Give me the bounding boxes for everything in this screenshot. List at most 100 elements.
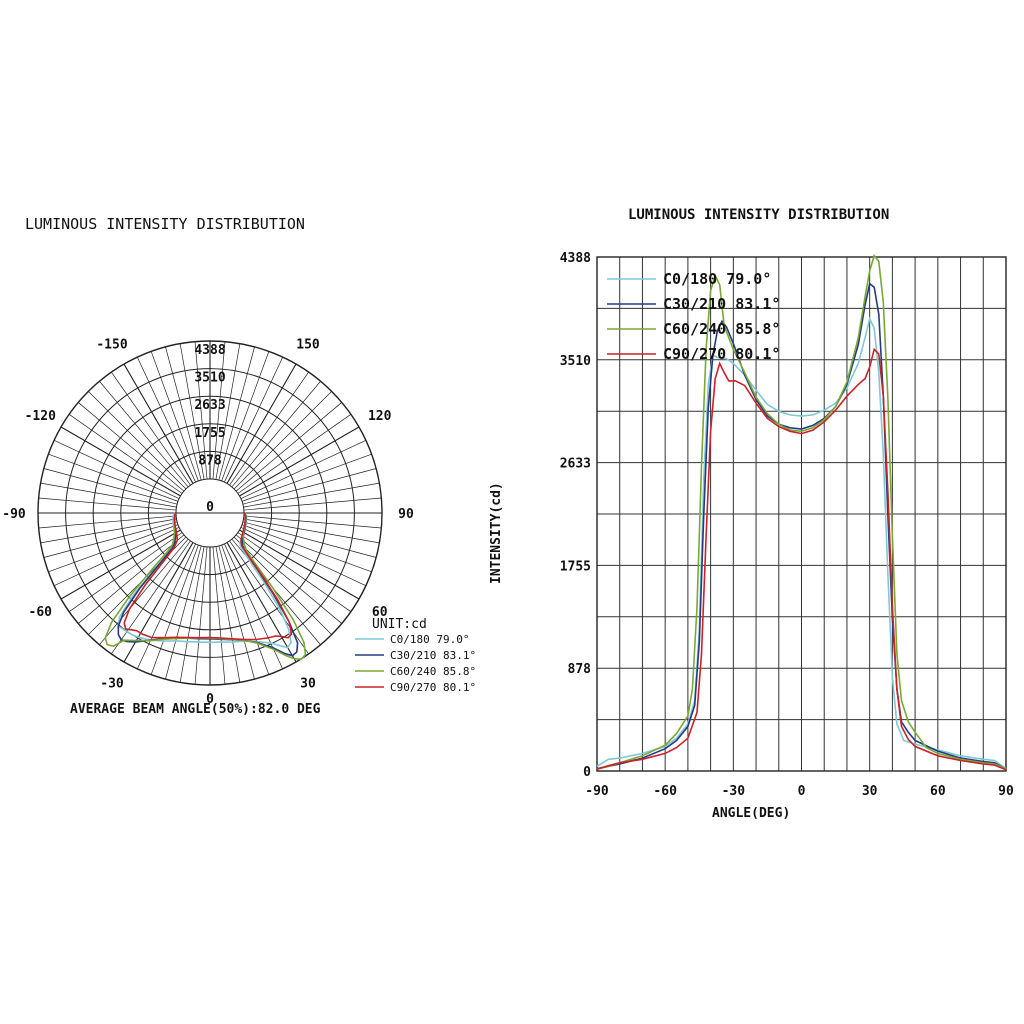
- polar-ring-label: 878: [198, 453, 222, 468]
- polar-spoke: [43, 468, 178, 505]
- polar-spoke: [243, 515, 382, 529]
- polar-spoke: [78, 534, 185, 624]
- y-tick-label: 4388: [560, 251, 591, 266]
- x-tick-label: 90: [998, 784, 1014, 799]
- line-legend-label: C0/180 79.0°: [663, 270, 771, 288]
- y-axis-label: INTENSITY(cd): [489, 482, 504, 584]
- y-tick-labels: 0 878 1755 2633 3510 4388: [560, 251, 591, 780]
- polar-spoke: [179, 546, 205, 683]
- polar-spoke: [218, 545, 255, 680]
- polar-spoke: [226, 363, 297, 484]
- line-chart-title: LUMINOUS INTENSITY DISTRIBUTION: [628, 207, 889, 223]
- polar-spoke: [243, 497, 382, 511]
- polar-spoke: [43, 521, 178, 558]
- line-chart: LUMINOUS INTENSITY DISTRIBUTION 0 878 1755…: [489, 207, 1014, 821]
- polar-spoke: [123, 363, 194, 484]
- polar-ring-label: 2633: [194, 398, 225, 413]
- polar-spoke: [231, 381, 321, 488]
- polar-spoke: [240, 439, 367, 499]
- plot-frame: [596, 256, 1007, 772]
- polar-spoke: [221, 544, 270, 675]
- cartesian-grid: [596, 256, 1007, 772]
- polar-spoke: [111, 540, 191, 655]
- polar-angle-label: 30: [300, 677, 316, 692]
- polar-spoke: [240, 527, 367, 587]
- x-tick-label: 60: [930, 784, 946, 799]
- polar-legend: C0/180 79.0° C30/210 83.1° C60/240 85.8° C9…: [355, 633, 476, 694]
- polar-angle-label: 60: [372, 605, 388, 620]
- polar-spoke: [68, 414, 183, 494]
- y-tick-label: 0: [583, 765, 591, 780]
- polar-series-4: [123, 512, 293, 641]
- polar-spoke: [237, 532, 352, 612]
- polar-spoke: [111, 371, 191, 486]
- polar-curves: [104, 512, 307, 661]
- polar-legend-label: C30/210 83.1°: [390, 649, 476, 662]
- line-legend-label: C60/240 85.8°: [663, 320, 780, 338]
- polar-angle-label: -90: [2, 507, 26, 522]
- polar-spoke: [48, 524, 179, 573]
- polar-spoke: [136, 356, 196, 483]
- polar-angle-label: -120: [25, 409, 56, 424]
- polar-spoke: [165, 346, 202, 481]
- unit-label: UNIT:cd: [372, 617, 427, 632]
- polar-spoke: [99, 381, 189, 488]
- cartesian-legend: C0/180 79.0° C30/210 83.1° C60/240 85.8° C9…: [607, 270, 780, 363]
- polar-spoke: [215, 546, 241, 683]
- polar-spoke: [212, 341, 226, 480]
- polar-spoke: [229, 540, 309, 655]
- polar-angle-label: 90: [398, 507, 414, 522]
- polar-spoke: [53, 527, 180, 587]
- polar-spoke: [233, 391, 332, 490]
- polar-spoke: [68, 532, 183, 612]
- polar-angle-label: 150: [296, 337, 320, 352]
- polar-angle-label: -30: [100, 677, 124, 692]
- polar-spoke: [99, 538, 189, 645]
- line-series-1: [596, 316, 1007, 770]
- beam-angle-note: AVERAGE BEAM ANGLE(50%):82.0 DEG: [70, 702, 321, 717]
- polar-angle-label: -60: [29, 605, 53, 620]
- polar-spoke: [150, 544, 199, 675]
- cartesian-curves: [596, 253, 1007, 771]
- polar-spoke: [194, 546, 208, 685]
- polar-spoke: [243, 518, 380, 544]
- polar-legend-label: C60/240 85.8°: [390, 665, 476, 678]
- polar-spoke: [241, 524, 372, 573]
- x-tick-label: 30: [862, 784, 878, 799]
- polar-spoke: [165, 545, 202, 680]
- polar-spoke: [212, 546, 226, 685]
- polar-spoke: [239, 529, 360, 600]
- polar-angle-labels: 0 30 -30 60 -60 90 -90 120 -120 150 -150: [2, 337, 414, 707]
- x-tick-labels: -90 -60 -30 0 30 60 90: [585, 784, 1014, 799]
- polar-spoke: [241, 453, 372, 502]
- polar-spoke: [40, 518, 177, 544]
- polar-spoke: [224, 356, 284, 483]
- polar-spoke: [221, 351, 270, 482]
- line-legend-label: C30/210 83.1°: [663, 295, 780, 313]
- line-series-3: [596, 253, 1007, 770]
- polar-angle-label: 0: [206, 692, 214, 707]
- polar-spoke: [235, 402, 342, 492]
- polar-ring-label: 3510: [194, 371, 225, 386]
- y-tick-label: 2633: [560, 457, 591, 472]
- polar-spoke: [38, 515, 177, 529]
- y-tick-label: 878: [568, 662, 592, 677]
- polar-legend-label: C0/180 79.0°: [390, 633, 469, 646]
- polar-spoke: [229, 371, 309, 486]
- polar-spoke: [150, 351, 199, 482]
- polar-ring-label: 1755: [194, 426, 225, 441]
- x-tick-label: 0: [798, 784, 806, 799]
- polar-spoke: [243, 482, 380, 508]
- polar-spoke: [242, 521, 377, 558]
- polar-chart-title: LUMINOUS INTENSITY DISTRIBUTION: [25, 215, 305, 233]
- polar-spoke: [237, 414, 352, 494]
- x-tick-label: -30: [722, 784, 746, 799]
- polar-spoke: [60, 529, 181, 600]
- polar-spoke: [40, 482, 177, 508]
- y-tick-label: 1755: [560, 559, 591, 574]
- polar-spoke: [48, 453, 179, 502]
- polar-legend-label: C90/270 80.1°: [390, 681, 476, 694]
- polar-spoke: [136, 543, 196, 670]
- x-axis-label: ANGLE(DEG): [712, 806, 790, 821]
